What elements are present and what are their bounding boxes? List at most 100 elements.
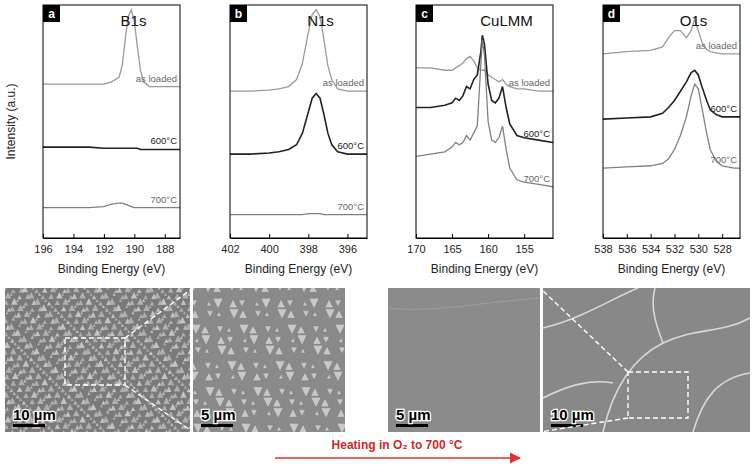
sem-crystal — [170, 299, 173, 302]
sem-crystal — [136, 430, 141, 432]
sem-crystal — [106, 288, 109, 290]
sem-crystal — [237, 371, 247, 381]
sem-crystal — [335, 310, 344, 319]
sem-crystal — [144, 295, 148, 299]
x-tick-mark — [452, 234, 453, 238]
sem-grain-boundary — [543, 288, 638, 328]
sem-crystal — [9, 356, 14, 361]
sem-crystal — [291, 347, 298, 354]
sem-crystal — [180, 336, 183, 339]
sem-crystal — [162, 405, 167, 410]
sem-crystal — [47, 311, 54, 318]
sem-crystal — [64, 392, 67, 395]
sem-crystal — [92, 304, 99, 311]
sem-crystal — [180, 382, 184, 386]
sem-crystal — [67, 394, 71, 398]
sem-crystal — [9, 397, 16, 404]
sem-crystal — [35, 363, 39, 367]
sem-crystal — [61, 417, 64, 420]
sem-crystal — [59, 405, 64, 410]
sem-crystal — [41, 304, 48, 311]
sem-crystal — [289, 390, 294, 395]
sem-crystal — [186, 397, 190, 404]
sem-crystal — [203, 400, 208, 405]
marks — [230, 10, 367, 215]
plot-frame — [416, 5, 553, 238]
sem-crystal — [321, 408, 331, 418]
sem-crystal — [207, 311, 214, 318]
sem-crystal — [5, 382, 7, 386]
x-tick: 530 — [690, 234, 708, 255]
sem-crystal — [10, 339, 14, 343]
marks — [43, 10, 180, 208]
sem-crystal — [52, 380, 55, 383]
sem-crystal — [91, 345, 95, 349]
sem-crystal — [44, 299, 47, 302]
sem-crystal — [12, 318, 15, 321]
sem-crystal — [249, 335, 259, 345]
sem-crystal — [339, 347, 345, 354]
scale-bar — [201, 424, 233, 427]
x-tick-label: 165 — [443, 243, 461, 255]
sem-crystal — [92, 419, 96, 423]
sem-crystal — [287, 300, 294, 307]
sem-crystal — [188, 367, 190, 370]
sem-crystal — [335, 324, 345, 334]
sem-crystal — [167, 295, 171, 299]
x-axis: 402400398396 — [221, 234, 367, 255]
sem-crystal — [142, 299, 145, 302]
sem-crystal — [265, 326, 272, 333]
sem-crystal — [201, 335, 211, 345]
sem-crystal — [174, 385, 181, 392]
sem-crystal — [182, 361, 185, 364]
sem-crystal — [154, 374, 159, 379]
sem-crystal — [147, 368, 152, 373]
curve-label: 600°C — [710, 103, 737, 114]
sem-crystal — [119, 423, 122, 426]
sem-crystal — [54, 336, 57, 339]
sem-crystal — [323, 327, 328, 332]
x-tick-label: 398 — [300, 243, 318, 255]
sem-crystal — [213, 298, 223, 308]
sem-crystal — [277, 288, 284, 291]
sem-crystal — [160, 413, 164, 417]
curve-label: 600°C — [337, 140, 364, 151]
sem-crystal — [128, 317, 135, 324]
x-axis: 170165160155 — [407, 234, 553, 255]
spectrum-line — [43, 147, 180, 149]
sem-crystal — [130, 288, 133, 290]
sem-crystal — [56, 361, 59, 364]
x-tick-mark — [722, 234, 723, 238]
sem-crystal — [299, 424, 308, 432]
x-tick: 188 — [156, 234, 174, 255]
sem-crystal — [117, 398, 120, 401]
sem-crystal — [115, 304, 122, 311]
sem-crystal — [251, 410, 258, 417]
sem-crystal — [141, 404, 148, 411]
sem-crystal — [187, 388, 190, 392]
sem-crystal — [77, 391, 84, 398]
sem-crystal — [35, 318, 38, 321]
sem-crystal — [149, 380, 152, 383]
sem-crystal — [333, 371, 343, 381]
sem-crystal — [30, 432, 34, 433]
sem-crystal — [321, 398, 330, 407]
sem-crystal — [29, 311, 32, 314]
sem-crystal — [136, 293, 139, 296]
sem-crystal — [5, 349, 8, 354]
sem-crystal — [54, 382, 58, 386]
sem-crystal — [89, 417, 92, 420]
sem-crystal — [110, 363, 114, 367]
sem-crystal — [253, 363, 260, 370]
sem-crystal — [125, 429, 128, 432]
sem-crystal — [48, 385, 55, 392]
sem-crystal — [79, 332, 83, 336]
x-axis-line — [231, 238, 368, 239]
sem-crystal — [265, 336, 274, 345]
x-tick: 170 — [407, 234, 425, 255]
sem-image: 5 µm — [189, 283, 348, 434]
sem-crystal — [47, 343, 52, 348]
x-axis-title: Binding Energy (eV) — [618, 262, 725, 276]
sem-crystal — [301, 363, 308, 370]
sem-image: 5 µm — [388, 288, 540, 432]
